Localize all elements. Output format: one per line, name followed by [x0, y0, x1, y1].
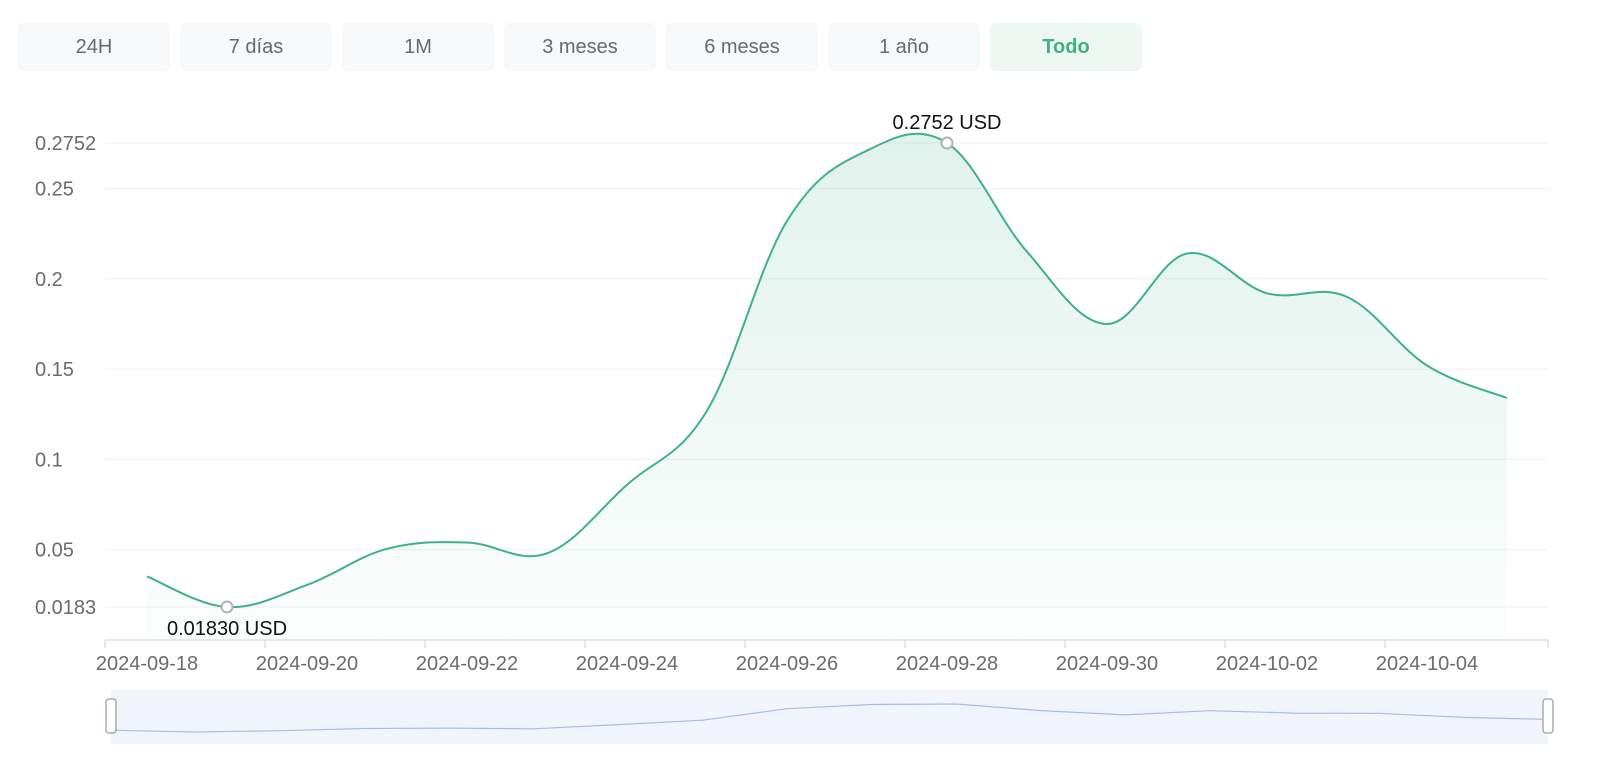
tab-24h[interactable]: 24H	[18, 23, 170, 71]
max-value-label: 0.2752 USD	[893, 112, 1002, 134]
tab-1-ano[interactable]: 1 año	[828, 23, 980, 71]
x-tick-label: 2024-09-24	[576, 653, 678, 675]
x-tick-label: 2024-09-20	[256, 653, 358, 675]
slider-right-handle[interactable]	[1542, 698, 1554, 734]
price-area	[147, 133, 1507, 640]
y-tick-label: 0.25	[35, 179, 74, 201]
x-tick-label: 2024-10-04	[1376, 653, 1478, 675]
x-tick-label: 2024-09-30	[1056, 653, 1158, 675]
x-tick-label: 2024-09-28	[896, 653, 998, 675]
min-point	[220, 600, 234, 614]
slider-preview-line	[110, 703, 1549, 733]
tab-todo[interactable]: Todo	[990, 23, 1142, 71]
slider-left-handle[interactable]	[105, 698, 117, 734]
x-tick-label: 2024-09-26	[736, 653, 838, 675]
y-tick-label: 0.05	[35, 540, 74, 562]
x-tick-label: 2024-09-22	[416, 653, 518, 675]
min-value-label: 0.01830 USD	[167, 618, 287, 640]
y-tick-label: 0.0183	[35, 597, 96, 619]
max-point	[940, 136, 954, 150]
y-tick-label: 0.2	[35, 269, 63, 291]
x-tick-label: 2024-09-18	[96, 653, 198, 675]
range-slider	[111, 690, 1548, 744]
tab-3-meses[interactable]: 3 meses	[504, 23, 656, 71]
x-tick-label: 2024-10-02	[1216, 653, 1318, 675]
y-tick-label: 0.1	[35, 449, 63, 471]
y-tick-label: 0.2752	[35, 133, 96, 155]
time-range-tabs: 24H 7 días 1M 3 meses 6 meses 1 año Todo	[18, 23, 1142, 71]
tab-7-dias[interactable]: 7 días	[180, 23, 332, 71]
y-tick-label: 0.15	[35, 359, 74, 381]
tab-6-meses[interactable]: 6 meses	[666, 23, 818, 71]
tab-1m[interactable]: 1M	[342, 23, 494, 71]
price-line	[146, 132, 1508, 609]
